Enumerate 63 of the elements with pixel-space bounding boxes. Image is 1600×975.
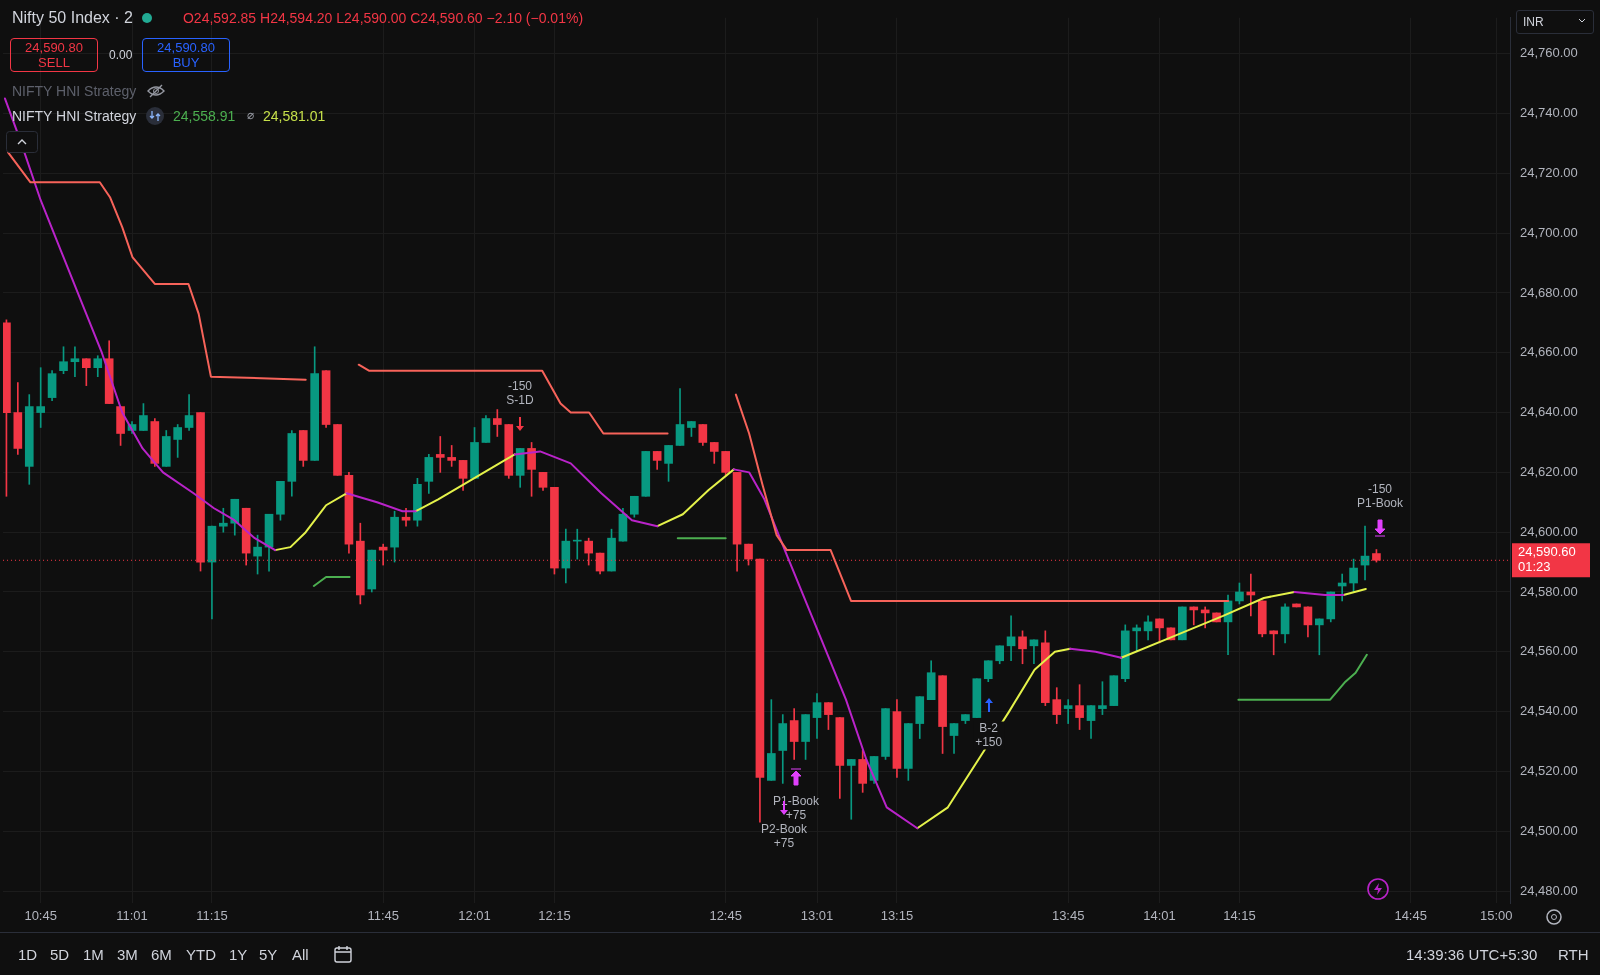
x-tick-label: 11:45: [367, 908, 399, 924]
x-tick-label: 14:01: [1143, 908, 1176, 924]
y-tick-label: 24,540.00: [1520, 703, 1578, 719]
candlestick: [846, 759, 856, 820]
text: YTD: [186, 946, 216, 963]
candlestick: [1063, 699, 1073, 724]
y-tick-label: 24,580.00: [1520, 583, 1578, 599]
x-tick-label: 13:01: [800, 908, 834, 924]
candlestick: [36, 367, 46, 428]
x-tick-label: 12:15: [538, 908, 571, 924]
x-tick-label: 15:00: [1480, 908, 1513, 924]
chart-subtitle: O24,592.85 H24,594.20 L24,590.00 C24,590.60 −2.10 (−0.01%): [182, 10, 584, 26]
y-tick-label: 24,680.00: [1520, 284, 1578, 300]
annotation: P1-Book +75: [772, 794, 820, 822]
y-tick-label: 24,620.00: [1520, 463, 1578, 479]
x-tick-label: 12:45: [709, 908, 742, 924]
annotation: 24,590.80 SELL: [10, 38, 98, 72]
annotation: 24,581.01: [263, 108, 326, 124]
y-tick-label: 24,660.00: [1520, 344, 1578, 360]
y-tick-label: 24,700.00: [1520, 224, 1578, 240]
text: INR: [1523, 15, 1544, 29]
y-tick-label: 24,480.00: [1520, 882, 1578, 898]
y-tick-label: 24,560.00: [1520, 643, 1578, 659]
y-tick-label: 24,640.00: [1520, 404, 1578, 420]
x-tick-label: 11:15: [196, 908, 228, 924]
annotation: ⌀: [247, 108, 254, 122]
annotation: -150 P1-Book: [1356, 482, 1404, 510]
text: 1Y: [229, 946, 248, 963]
y-tick-label: 24,740.00: [1520, 105, 1578, 121]
text: 5Y: [259, 946, 278, 963]
x-tick-label: 12:01: [458, 908, 491, 924]
y-tick-label: 24,600.00: [1520, 523, 1578, 539]
x-tick-label: 14:15: [1223, 908, 1256, 924]
annotation: -150 S-1D: [505, 379, 535, 407]
text: RTH: [1558, 946, 1589, 963]
x-tick-label: 13:45: [1051, 908, 1085, 924]
ref-line-label: 24,590.60 01:23: [1518, 544, 1576, 575]
annotation: 24,558.91: [173, 108, 236, 124]
x-tick-label: 11:01: [116, 908, 148, 924]
text: 1D: [18, 946, 38, 963]
annotation: P2-Book +75: [760, 822, 808, 850]
annotation: 24,590.80 BUY: [142, 38, 230, 72]
y-tick-label: 24,720.00: [1520, 164, 1578, 180]
candlestick: [70, 346, 80, 377]
annotation: NIFTY HNI Strategy: [12, 83, 137, 99]
y-tick-label: 24,500.00: [1520, 822, 1578, 838]
x-tick-label: 14:45: [1394, 908, 1427, 924]
annotation: NIFTY HNI Strategy: [12, 108, 137, 124]
text: 1M: [83, 946, 104, 963]
text: 5D: [50, 946, 70, 963]
text: 3M: [117, 946, 138, 963]
x-tick-label: 10:45: [24, 908, 57, 924]
text: All: [292, 946, 309, 963]
y-tick-label: 24,520.00: [1520, 762, 1578, 778]
text: 6M: [151, 946, 172, 963]
annotation: 0.00: [109, 48, 133, 62]
annotation: B-2 +150: [975, 720, 1003, 749]
x-tick-label: 13:15: [880, 908, 914, 924]
candlestick: [447, 445, 457, 467]
text: 14:39:36 UTC+5:30: [1406, 946, 1538, 963]
y-tick-label: 24,760.00: [1520, 45, 1578, 61]
chart-title: Nifty 50 Index · 2: [12, 9, 133, 27]
candlestick: [435, 436, 445, 473]
